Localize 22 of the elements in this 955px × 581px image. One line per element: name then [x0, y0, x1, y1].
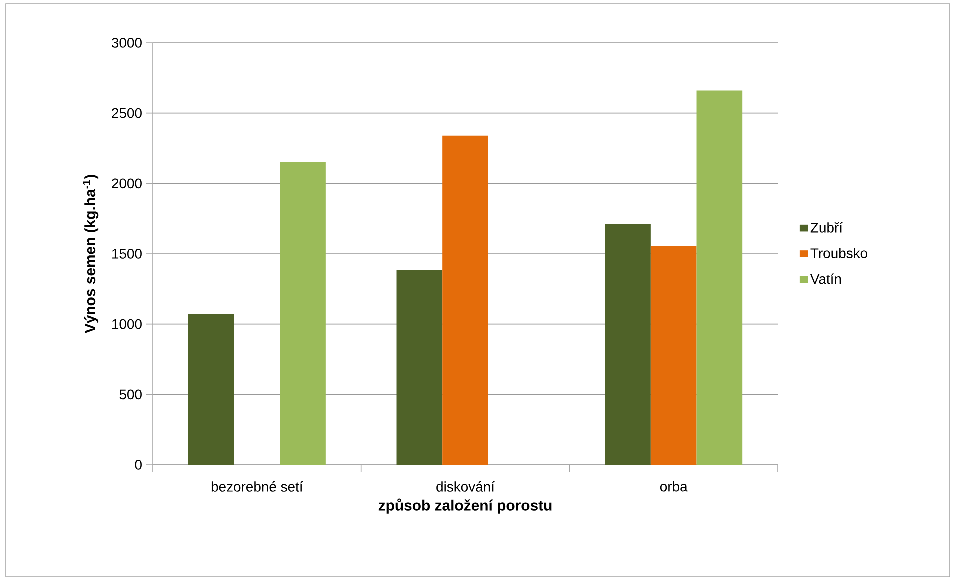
- bar: [396, 270, 443, 465]
- x-axis-title: způsob založení porostu: [378, 498, 552, 514]
- x-tick-label: bezorebné setí: [212, 481, 304, 492]
- text: Výnos semen (kg.ha$^{-1}$): [83, 175, 99, 334]
- legend-label: Troubsko: [810, 248, 868, 258]
- x-tick-label: orba: [660, 482, 688, 492]
- bar: [188, 314, 234, 465]
- bar: [280, 162, 326, 465]
- y-tick-label: 2500: [112, 108, 142, 118]
- x-tick-label: diskování: [436, 481, 495, 492]
- y-tick-label: 0: [135, 460, 142, 470]
- bar: [696, 90, 743, 465]
- legend-label: Vatín: [810, 274, 842, 284]
- bar: [442, 136, 488, 465]
- y-tick-label: 2000: [112, 178, 142, 189]
- y-tick-label: 1500: [112, 249, 142, 259]
- y-tick-label: 1000: [112, 319, 142, 330]
- y-tick-label: 500: [120, 390, 142, 400]
- y-tick-label: 3000: [112, 38, 142, 48]
- legend-label: Zubří: [810, 222, 843, 233]
- bar: [605, 224, 651, 465]
- bar: [650, 246, 697, 465]
